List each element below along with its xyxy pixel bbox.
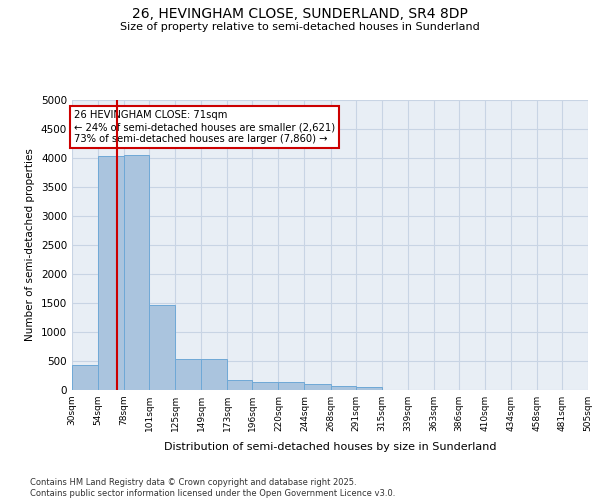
Text: Contains HM Land Registry data © Crown copyright and database right 2025.
Contai: Contains HM Land Registry data © Crown c… [30,478,395,498]
Bar [72,365,98,390]
Bar [356,387,382,390]
Bar [304,384,331,390]
Bar [253,382,278,390]
Bar [201,358,227,390]
Bar [124,154,149,390]
Y-axis label: Number of semi-detached properties: Number of semi-detached properties [25,148,35,342]
Bar [278,382,304,390]
Bar [98,156,124,390]
Text: 26 HEVINGHAM CLOSE: 71sqm
← 24% of semi-detached houses are smaller (2,621)
73% : 26 HEVINGHAM CLOSE: 71sqm ← 24% of semi-… [74,110,335,144]
Bar [331,386,356,390]
Bar [227,380,253,390]
Text: Distribution of semi-detached houses by size in Sunderland: Distribution of semi-detached houses by … [164,442,496,452]
Bar [175,358,201,390]
Text: 26, HEVINGHAM CLOSE, SUNDERLAND, SR4 8DP: 26, HEVINGHAM CLOSE, SUNDERLAND, SR4 8DP [132,8,468,22]
Bar [149,306,175,390]
Text: Size of property relative to semi-detached houses in Sunderland: Size of property relative to semi-detach… [120,22,480,32]
